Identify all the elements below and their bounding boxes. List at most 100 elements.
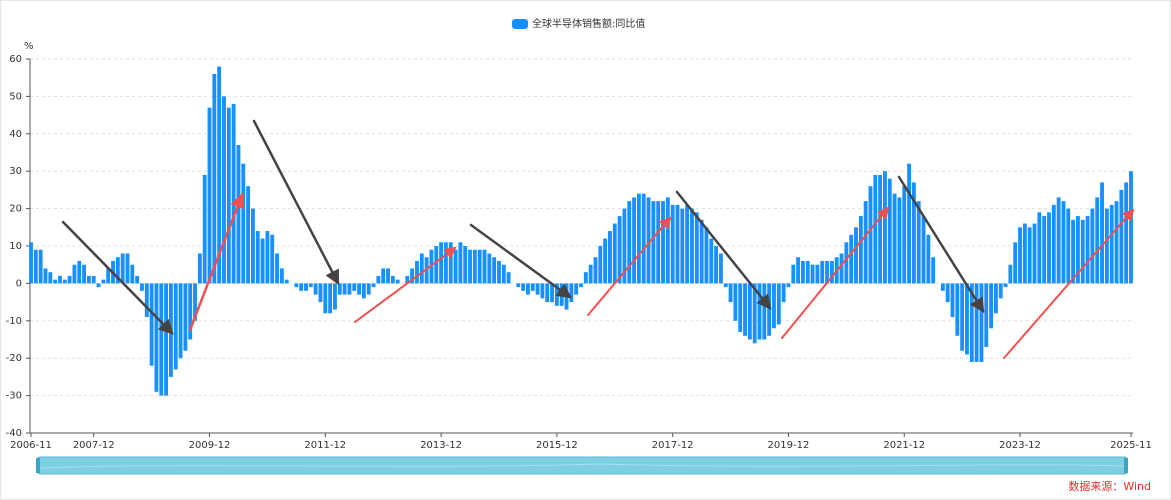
bar <box>858 216 863 284</box>
bar <box>323 283 328 314</box>
bar <box>135 275 140 284</box>
bar <box>62 279 67 284</box>
bar <box>357 283 361 295</box>
bar <box>1124 182 1129 284</box>
bar <box>656 201 661 284</box>
bar <box>448 242 453 284</box>
bar <box>579 283 583 288</box>
bar <box>29 242 33 284</box>
y-tick-label: -10 <box>6 316 22 327</box>
x-tick-label: 2017-12 <box>652 440 694 451</box>
arrows <box>61 119 1135 359</box>
bar <box>960 283 965 351</box>
bar <box>709 238 714 284</box>
bar <box>313 283 318 295</box>
bar <box>472 249 477 284</box>
x-tick-label: 2013-12 <box>420 440 462 451</box>
bar <box>926 234 931 284</box>
bar <box>786 283 791 288</box>
bar <box>704 227 709 284</box>
bar <box>945 283 950 303</box>
bar <box>173 283 178 370</box>
bar <box>279 268 284 284</box>
bar <box>636 193 641 284</box>
slider[interactable] <box>36 456 1128 475</box>
bar <box>825 260 829 284</box>
bar <box>559 283 564 306</box>
bar <box>217 66 222 284</box>
bar <box>178 283 183 359</box>
bar <box>130 264 135 284</box>
bar <box>931 257 936 284</box>
bar <box>1008 264 1013 284</box>
bar <box>815 264 820 284</box>
bar <box>337 283 342 295</box>
bar <box>984 283 989 347</box>
bar <box>453 249 458 284</box>
bar <box>477 249 482 284</box>
bar <box>458 242 463 284</box>
bar <box>608 231 612 284</box>
bar <box>863 201 868 284</box>
y-tick-label: -30 <box>6 391 22 402</box>
y-tick-label: 50 <box>9 91 22 102</box>
bar <box>810 264 815 284</box>
bar <box>603 238 608 284</box>
bar <box>43 268 48 284</box>
bar <box>144 283 149 318</box>
bar <box>892 193 897 284</box>
bar <box>371 283 376 288</box>
bar <box>998 283 1003 299</box>
bar <box>1047 212 1051 284</box>
bar <box>159 283 164 396</box>
bar <box>91 275 96 284</box>
bar <box>641 193 646 284</box>
bar <box>772 283 776 329</box>
bar <box>887 178 892 284</box>
bar <box>723 283 728 288</box>
y-unit: % <box>24 41 34 52</box>
bar <box>545 283 550 303</box>
bar <box>1090 208 1095 284</box>
bar <box>1076 216 1080 284</box>
source-note: 数据来源：Wind <box>1068 479 1151 493</box>
bar <box>1109 204 1114 284</box>
bar <box>1042 216 1047 284</box>
bar <box>699 219 704 284</box>
bar <box>738 283 743 333</box>
bar <box>149 283 154 366</box>
x-tick-label: 2009-12 <box>189 440 231 451</box>
bar <box>776 283 781 325</box>
bar <box>1051 204 1056 284</box>
bar <box>120 253 125 284</box>
y-tick-label: 20 <box>9 204 22 215</box>
legend-label[interactable]: 全球半导体销售额:同比值 <box>532 17 645 30</box>
bar <box>1095 197 1100 284</box>
bar <box>622 208 627 284</box>
bar <box>844 242 849 284</box>
y-tick-label: -40 <box>6 428 22 439</box>
bar <box>241 163 246 284</box>
bar <box>463 246 468 284</box>
bar <box>260 238 265 284</box>
bar <box>82 264 86 284</box>
bar <box>424 257 429 284</box>
bar <box>1013 242 1018 284</box>
bar <box>1066 208 1071 284</box>
bar <box>1037 212 1042 284</box>
bar <box>226 107 231 284</box>
bar <box>352 283 357 291</box>
x-tick-label: 2023-12 <box>999 440 1041 451</box>
bar <box>1100 182 1104 284</box>
y-tick-label: 40 <box>9 129 22 140</box>
bar <box>58 275 62 284</box>
bar <box>395 279 400 284</box>
bar <box>1032 223 1037 284</box>
bar <box>694 212 699 284</box>
bar <box>921 216 926 284</box>
bar <box>820 260 825 284</box>
bar <box>805 260 810 284</box>
bar <box>950 283 955 318</box>
